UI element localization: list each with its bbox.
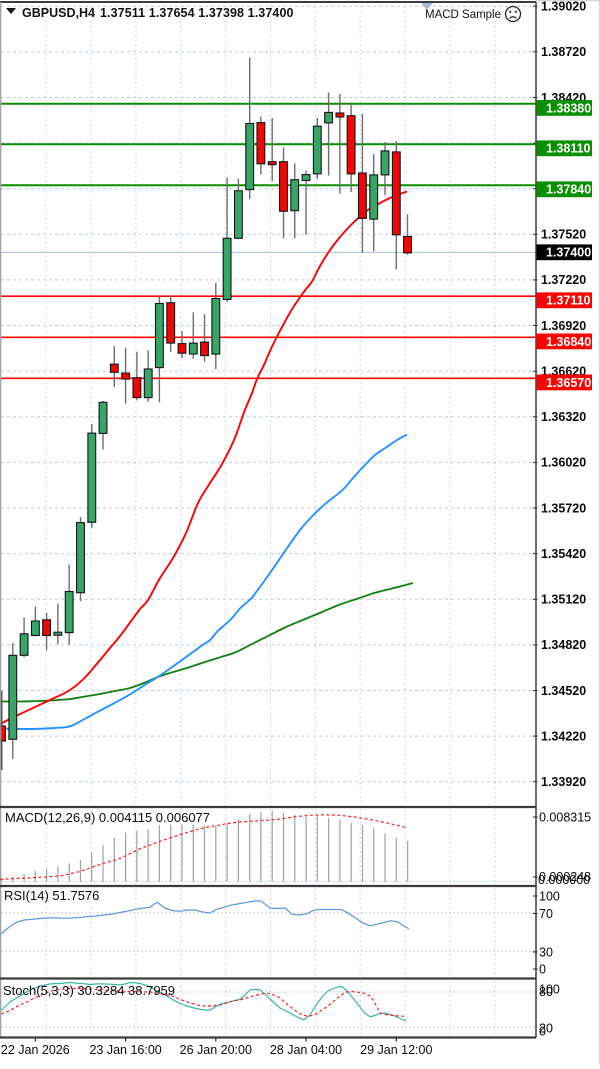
svg-text:0: 0 [539,962,546,976]
svg-text:29 Jan 12:00: 29 Jan 12:00 [360,1043,432,1057]
svg-text:0: 0 [539,1025,546,1039]
svg-text:1.36320: 1.36320 [541,410,586,424]
svg-text:RSI(14) 51.7576: RSI(14) 51.7576 [4,888,99,903]
svg-text:MACD(12,26,9) 0.004115 0.00607: MACD(12,26,9) 0.004115 0.006077 [5,810,210,825]
svg-text:GBPUSD,H4: GBPUSD,H4 [22,6,95,20]
svg-text:0.000248: 0.000248 [539,870,591,884]
svg-text:1.38720: 1.38720 [541,45,586,59]
svg-text:100: 100 [539,889,560,903]
svg-text:1.37110: 1.37110 [546,294,591,308]
svg-text:1.38110: 1.38110 [546,142,591,156]
svg-text:30: 30 [539,945,553,959]
svg-text:1.37840: 1.37840 [546,183,591,197]
svg-text:20: 20 [539,1022,553,1036]
svg-text:80: 80 [539,985,553,999]
svg-text:1.37400: 1.37400 [546,246,591,260]
svg-text:1.36920: 1.36920 [541,319,586,333]
svg-text:1.38380: 1.38380 [546,101,591,115]
svg-text:1.35120: 1.35120 [541,593,586,607]
svg-text:1.34220: 1.34220 [541,729,586,743]
svg-text:1.34820: 1.34820 [541,638,586,652]
svg-text:1.39020: 1.39020 [541,0,586,14]
svg-text:1.36840: 1.36840 [546,335,591,349]
svg-text:1.37220: 1.37220 [541,273,586,287]
svg-text:Stoch(5,3,3) 30.3284 38.7959: Stoch(5,3,3) 30.3284 38.7959 [3,983,175,998]
svg-text:1.36020: 1.36020 [541,456,586,470]
svg-text:1.35420: 1.35420 [541,547,586,561]
svg-text:0.000000: 0.000000 [538,873,590,887]
svg-text:1.35720: 1.35720 [541,501,586,515]
svg-text:1.33920: 1.33920 [541,775,586,789]
svg-text:1.37520: 1.37520 [541,228,586,242]
svg-text:23 Jan 16:00: 23 Jan 16:00 [89,1043,161,1057]
svg-text:100: 100 [539,983,560,997]
svg-text:1.37511 1.37654 1.37398 1.3740: 1.37511 1.37654 1.37398 1.37400 [100,6,294,20]
svg-text:0.008315: 0.008315 [539,811,591,825]
svg-text:22 Jan 2026: 22 Jan 2026 [1,1043,70,1057]
svg-text:1.36570: 1.36570 [546,376,591,390]
svg-text:70: 70 [539,907,553,921]
svg-text:26 Jan 20:00: 26 Jan 20:00 [180,1043,252,1057]
svg-text:1.34520: 1.34520 [541,684,586,698]
svg-text:28 Jan 04:00: 28 Jan 04:00 [270,1043,342,1057]
svg-text:MACD Sample: MACD Sample [425,7,501,21]
